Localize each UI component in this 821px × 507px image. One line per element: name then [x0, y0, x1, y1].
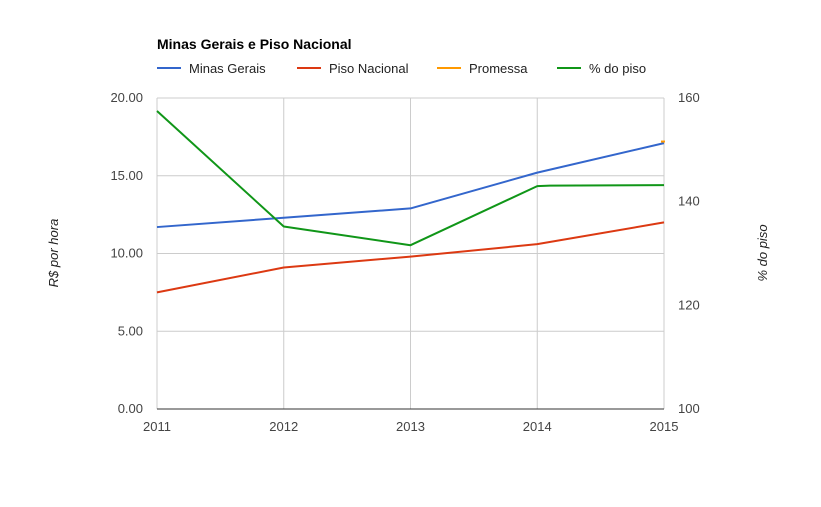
x-tick-label: 2015 — [650, 419, 679, 434]
x-tick-label: 2012 — [269, 419, 298, 434]
y-tick-label: 5.00 — [118, 323, 143, 338]
chart-title: Minas Gerais e Piso Nacional — [157, 36, 352, 52]
y2-tick-label: 140 — [678, 194, 700, 209]
y2-tick-label: 120 — [678, 297, 700, 312]
y-tick-label: 20.00 — [110, 90, 143, 105]
gridlines — [156, 97, 665, 410]
y-tick-label: 0.00 — [118, 401, 143, 416]
x-tick-label: 2014 — [523, 419, 552, 434]
legend: Minas Gerais Piso Nacional Promessa % do pi… — [157, 61, 646, 76]
y-tick-label: 15.00 — [110, 168, 143, 183]
legend-label-promessa: Promessa — [469, 61, 528, 76]
y2-tick-label: 160 — [678, 90, 700, 105]
legend-label-do-piso: % do piso — [589, 61, 646, 76]
legend-label-minas-gerais: Minas Gerais — [189, 61, 266, 76]
y-tick-label: 10.00 — [110, 246, 143, 261]
legend-label-piso-nacional: Piso Nacional — [329, 61, 409, 76]
series-line-do-piso — [156, 110, 665, 247]
x-tick-label: 2013 — [396, 419, 425, 434]
y2-axis-title: % do piso — [755, 224, 770, 281]
y2-tick-label: 100 — [678, 401, 700, 416]
series-lines — [156, 110, 665, 294]
x-tick-label: 2011 — [143, 419, 171, 434]
y-axis-title: R$ por hora — [46, 219, 61, 288]
tick-labels: 0.00 5.00 10.00 15.00 20.00 100 120 140 160 2011 2… — [110, 90, 699, 434]
